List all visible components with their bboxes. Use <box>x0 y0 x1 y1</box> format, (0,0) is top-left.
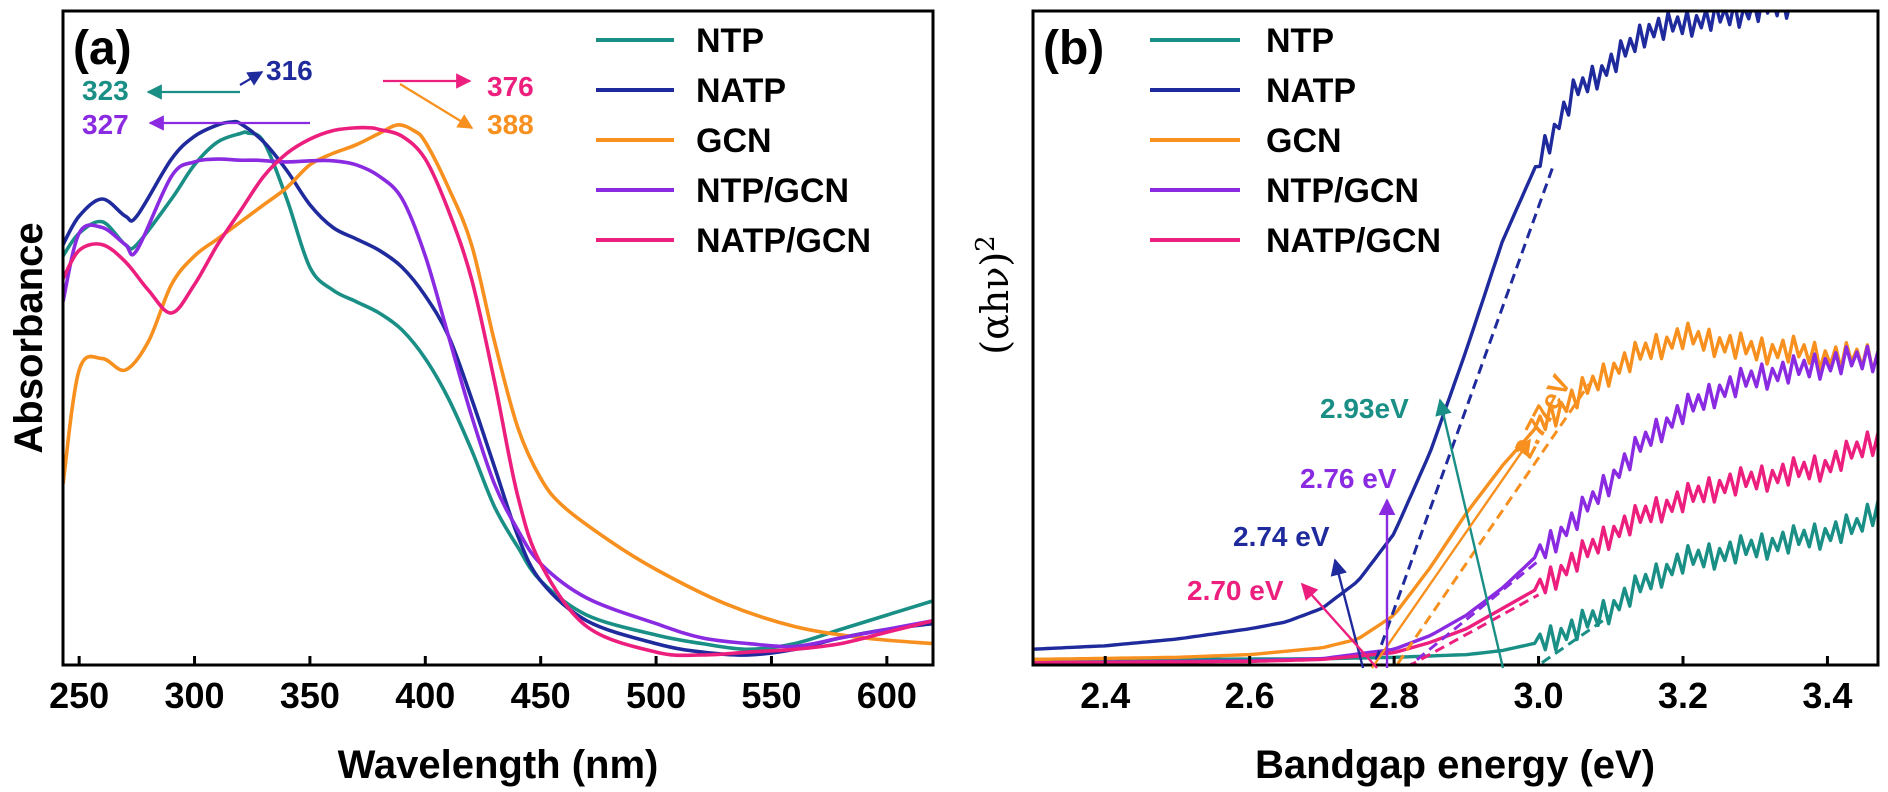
panel-b-y-axis-title: (αhν)2 <box>971 235 1017 354</box>
series-line-natp <box>1033 11 1791 651</box>
tangent-line-natp <box>1372 165 1555 665</box>
legend-label-ntp-gcn: NTP/GCN <box>1266 172 1419 210</box>
legend-label-natp-gcn: NATP/GCN <box>696 222 871 260</box>
tangent-line-ntp-gcn <box>1408 559 1540 665</box>
legend-label-natp: NATP <box>696 72 786 110</box>
panel-a-legend: NTP NATP GCN NTP/GCN NATP/GCN <box>596 22 871 260</box>
x-tick-label-550: 550 <box>741 675 801 716</box>
panel-a-x-axis-title: Wavelength (nm) <box>338 743 659 787</box>
panel-b-legend: NTP NATP GCN NTP/GCN NATP/GCN <box>1150 22 1441 260</box>
x-tick-label-3.4: 3.4 <box>1802 675 1852 716</box>
series-line-ntp-gcn <box>1033 344 1878 665</box>
panel-b-x-ticks: 2.4 2.6 2.8 3.0 3.2 3.4 <box>1080 656 1852 716</box>
panel-a-frame <box>61 9 935 667</box>
x-tick-label-600: 600 <box>857 675 917 716</box>
legend-label-ntp: NTP <box>696 22 764 60</box>
annotation-arrow-388 <box>399 83 474 129</box>
panel-a-curves <box>63 119 933 658</box>
tangent-line-ntp <box>1536 613 1612 665</box>
panel-b-frame <box>1031 9 1880 667</box>
tangent-line-natp-gcn <box>1407 593 1540 665</box>
series-line-gcn <box>1033 321 1878 662</box>
panel-b: 2.4 2.6 2.8 3.0 3.2 3.4 2.93eV 2.77eV 2.76 eV 2.… <box>971 9 1880 787</box>
legend-label-ntp: NTP <box>1266 22 1334 60</box>
annotation-label-2-76-ev: 2.76 eV <box>1300 463 1397 494</box>
annotation-label-376: 376 <box>487 71 534 102</box>
x-tick-label-350: 350 <box>280 675 340 716</box>
panel-b-y-axis-title-main: (αhν) <box>973 252 1017 355</box>
x-tick-label-400: 400 <box>395 675 455 716</box>
annotation-arrow-2-74-ev <box>1330 558 1365 669</box>
x-tick-label-3.0: 3.0 <box>1514 675 1564 716</box>
tangent-line-gcn <box>1394 383 1591 665</box>
legend-label-ntp-gcn: NTP/GCN <box>696 172 849 210</box>
x-tick-label-300: 300 <box>164 675 224 716</box>
x-tick-label-450: 450 <box>511 675 571 716</box>
legend-label-natp: NATP <box>1266 72 1356 110</box>
series-line-ntp <box>1033 500 1878 662</box>
x-tick-label-2.8: 2.8 <box>1369 675 1419 716</box>
annotation-arrow-2-77ev <box>1371 438 1531 669</box>
series-line-natp-gcn <box>1033 430 1878 665</box>
panel-a-label: (a) <box>73 22 132 75</box>
legend-label-natp-gcn: NATP/GCN <box>1266 222 1441 260</box>
x-tick-label-2.6: 2.6 <box>1225 675 1275 716</box>
panel-b-x-axis-title: Bandgap energy (eV) <box>1255 743 1655 787</box>
annotation-label-2-74-ev: 2.74 eV <box>1233 521 1330 552</box>
panel-b-label: (b) <box>1043 22 1104 75</box>
series-line-ntp <box>63 130 933 652</box>
x-tick-label-250: 250 <box>49 675 109 716</box>
series-line-gcn <box>63 123 933 646</box>
series-line-natp <box>63 119 933 657</box>
annotation-arrow-316 <box>239 71 264 86</box>
annotation-label-327: 327 <box>82 109 129 140</box>
annotation-label-323: 323 <box>82 75 129 106</box>
annotation-label-388: 388 <box>487 109 534 140</box>
x-tick-label-3.2: 3.2 <box>1658 675 1708 716</box>
panel-a-annotations: 323 316 376 388 327 <box>82 55 534 140</box>
legend-label-gcn: GCN <box>1266 122 1342 160</box>
annotation-label-316: 316 <box>266 55 313 86</box>
annotation-label-2-70-ev: 2.70 eV <box>1187 575 1284 606</box>
x-tick-label-500: 500 <box>626 675 686 716</box>
legend-label-gcn: GCN <box>696 122 772 160</box>
series-line-natp-gcn <box>63 125 933 658</box>
annotation-arrow-2-70-ev <box>1300 582 1378 669</box>
panel-b-curves <box>1033 11 1878 665</box>
panel-a: 250 300 350 400 450 500 550 600 323 316 376 388 327… <box>7 9 935 787</box>
annotation-label-2-93ev: 2.93eV <box>1320 393 1409 424</box>
x-tick-label-2.4: 2.4 <box>1080 675 1130 716</box>
panel-a-y-axis-title: Absorbance <box>7 222 51 453</box>
series-line-ntp-gcn <box>63 157 933 649</box>
panel-b-y-axis-title-sup: 2 <box>971 235 1001 252</box>
annotation-arrow-2-93ev <box>1435 398 1505 669</box>
panel-a-x-ticks: 250 300 350 400 450 500 550 600 <box>49 656 917 716</box>
annotation-label-2-77ev: 2.77eV <box>1508 370 1577 463</box>
